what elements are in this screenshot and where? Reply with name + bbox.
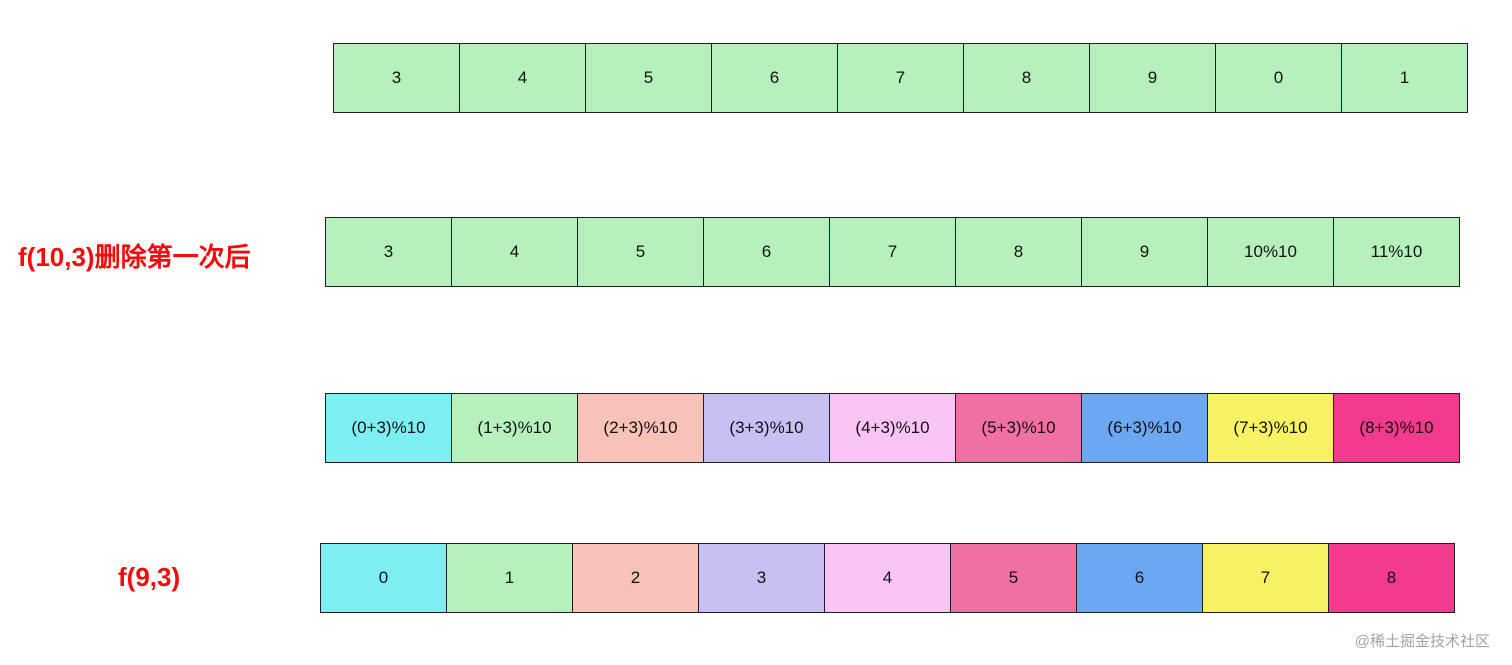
cell-mapping-row-1: (1+3)%10 — [451, 393, 578, 463]
cell-after-first-deletion-4: 7 — [829, 217, 956, 287]
cell-after-first-deletion-7: 10%10 — [1207, 217, 1334, 287]
cell-mapping-row-7: (7+3)%10 — [1207, 393, 1334, 463]
cell-mapping-row-3: (3+3)%10 — [703, 393, 830, 463]
label-after-first-deletion: f(10,3)删除第一次后 — [18, 242, 251, 272]
cell-f93-row-8: 8 — [1328, 543, 1455, 613]
cell-f93-row-0: 0 — [320, 543, 447, 613]
cell-mapping-row-2: (2+3)%10 — [577, 393, 704, 463]
watermark: @稀土掘金技术社区 — [1354, 633, 1490, 650]
cell-original-array-3: 6 — [711, 43, 838, 113]
cell-original-array-8: 1 — [1341, 43, 1468, 113]
cell-after-first-deletion-8: 11%10 — [1333, 217, 1460, 287]
cell-mapping-row-0: (0+3)%10 — [325, 393, 452, 463]
cell-f93-row-1: 1 — [446, 543, 573, 613]
cell-after-first-deletion-0: 3 — [325, 217, 452, 287]
cell-original-array-6: 9 — [1089, 43, 1216, 113]
cell-mapping-row-5: (5+3)%10 — [955, 393, 1082, 463]
cell-after-first-deletion-6: 9 — [1081, 217, 1208, 287]
cell-after-first-deletion-5: 8 — [955, 217, 1082, 287]
cell-original-array-0: 3 — [333, 43, 460, 113]
cell-f93-row-6: 6 — [1076, 543, 1203, 613]
cell-original-array-1: 4 — [459, 43, 586, 113]
cell-f93-row-5: 5 — [950, 543, 1077, 613]
cell-f93-row-7: 7 — [1202, 543, 1329, 613]
label-f93-row: f(9,3) — [118, 562, 181, 592]
cell-mapping-row-6: (6+3)%10 — [1081, 393, 1208, 463]
cell-mapping-row-8: (8+3)%10 — [1333, 393, 1460, 463]
strip-after-first-deletion: 3 4 5 6 7 8 9 10%10 11%10 — [325, 217, 1460, 287]
strip-mapping-row: (0+3)%10 (1+3)%10 (2+3)%10 (3+3)%10 (4+3)%10… — [325, 393, 1460, 463]
cell-after-first-deletion-3: 6 — [703, 217, 830, 287]
cell-original-array-4: 7 — [837, 43, 964, 113]
cell-mapping-row-4: (4+3)%10 — [829, 393, 956, 463]
cell-after-first-deletion-1: 4 — [451, 217, 578, 287]
cell-original-array-2: 5 — [585, 43, 712, 113]
cell-original-array-7: 0 — [1215, 43, 1342, 113]
cell-f93-row-2: 2 — [572, 543, 699, 613]
cell-f93-row-3: 3 — [698, 543, 825, 613]
cell-after-first-deletion-2: 5 — [577, 217, 704, 287]
cell-f93-row-4: 4 — [824, 543, 951, 613]
cell-original-array-5: 8 — [963, 43, 1090, 113]
